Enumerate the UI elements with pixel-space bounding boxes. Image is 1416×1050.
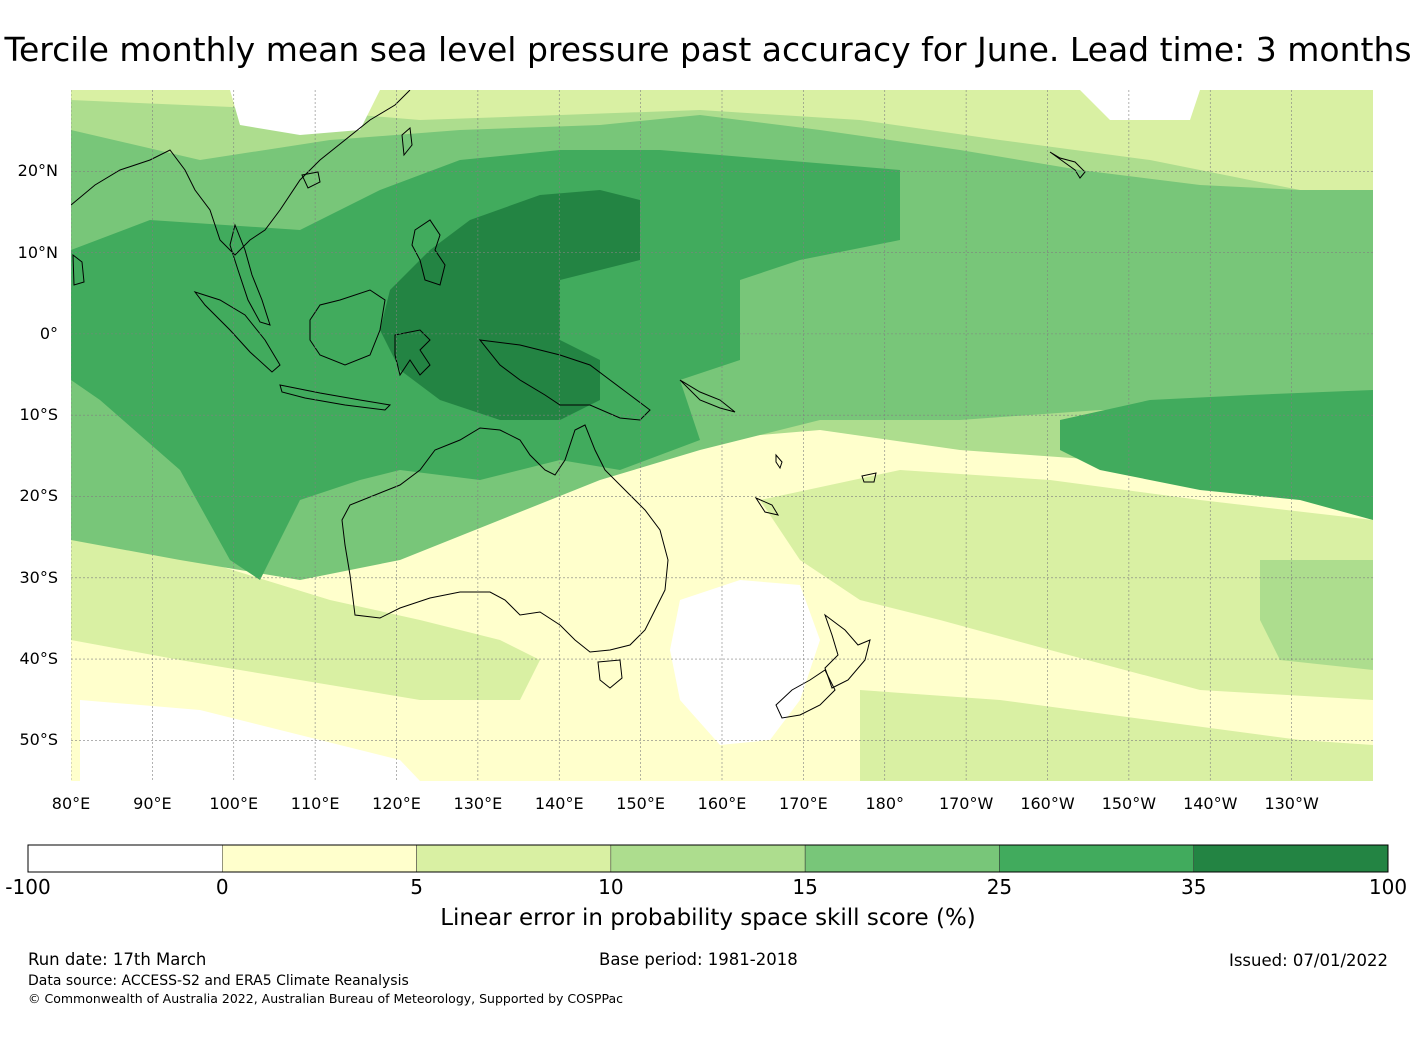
lon-label: 150°W (1101, 794, 1157, 813)
colorbar-segment (27, 844, 223, 873)
gridlines (71, 90, 1373, 781)
lon-label: 150°E (616, 794, 665, 813)
sumatra-coastline (193, 291, 281, 373)
lon-label: 130°E (453, 794, 503, 813)
colorbar-segment (222, 844, 417, 873)
vanuatu-coastline (775, 453, 783, 470)
field-region-25-35-east (1060, 390, 1373, 520)
new-caledonia-coastline (754, 496, 780, 516)
new-zealand-north-coastline (823, 613, 871, 689)
colorbar-label: Linear error in probability space skill … (440, 905, 976, 931)
solomon-islands-coastline (679, 379, 736, 413)
lat-label: 50°S (19, 730, 58, 750)
colorbar-tick-label: 25 (986, 875, 1013, 899)
field-region-negative-tasman (670, 580, 820, 745)
colorbar-segment (416, 844, 612, 873)
new-guinea-coastline (478, 339, 651, 421)
field-region-negative-southwest (80, 700, 420, 781)
field-region-south-pacific (760, 470, 1373, 700)
lat-label: 40°S (19, 649, 58, 669)
data-source: Data source: ACCESS-S2 and ERA5 Climate … (28, 973, 409, 989)
lon-label: 120°E (372, 794, 421, 813)
colorbar-tick-label: 5 (410, 875, 423, 899)
sri-lanka-coastline (72, 253, 85, 286)
field-region-east-patch (1260, 560, 1373, 670)
borneo-coastline (309, 289, 386, 366)
lon-label: 160°E (697, 794, 747, 813)
colorbar-segment (1193, 844, 1389, 873)
colorbar-segment (804, 844, 1000, 873)
issued-date: Issued: 07/01/2022 (1228, 951, 1388, 970)
lat-label: 10°N (17, 242, 58, 262)
colorbar-tick-label: 10 (598, 875, 624, 899)
colorbar-tick-label: 35 (1180, 875, 1207, 899)
field-region-35-100 (380, 190, 640, 420)
lat-label: 30°S (19, 567, 58, 587)
colorbar-tick-label: -100 (5, 875, 51, 899)
lon-label: 140°E (534, 794, 584, 813)
malay-peninsula-coastline (229, 223, 271, 326)
lon-label: 170°E (779, 794, 828, 813)
field-region-negative-northeast (1080, 90, 1200, 120)
lon-label: 80°E (51, 794, 91, 813)
lon-label: 90°E (133, 794, 172, 813)
field-region-southern-strip-2 (860, 690, 1373, 781)
colorbar-tick-label: 0 (215, 875, 229, 899)
field-region-negative-northwest (230, 90, 380, 135)
lat-label: 0° (39, 323, 58, 343)
australia-coastline (341, 424, 669, 653)
field-region-southern-strip-1 (71, 530, 540, 700)
run-date: Run date: 17th March (28, 950, 207, 969)
hawaii-coastline (1049, 151, 1086, 179)
fiji-coastline (861, 472, 877, 483)
copyright: © Commonwealth of Australia 2022, Austra… (28, 991, 623, 1006)
java-coastline (279, 384, 392, 411)
colorbar-segment (610, 844, 806, 873)
colorbar (27, 844, 1389, 873)
taiwan-coastline (401, 126, 413, 157)
lon-label: 160°W (1020, 794, 1075, 813)
colorbar-segment (999, 844, 1194, 873)
tasmania-coastline (597, 659, 623, 689)
colorbar-frame (27, 844, 1389, 873)
sulawesi-coastline (394, 329, 431, 377)
colorbar-tick-label: 100 (1368, 875, 1408, 899)
lon-label: 170°W (938, 794, 994, 813)
hainan-coastline (301, 171, 321, 189)
lon-label: 100°E (209, 794, 259, 813)
new-zealand-south-coastline (775, 669, 836, 719)
colorbar-tick-label: 15 (792, 875, 818, 899)
lon-label: 110°E (290, 794, 340, 813)
lat-label: 20°S (19, 486, 58, 506)
mainland-asia-coastline (71, 90, 411, 256)
lon-label: 140°W (1183, 794, 1238, 813)
lat-label: 20°N (17, 161, 58, 181)
lon-label: 130°W (1264, 794, 1319, 813)
lat-label: 10°S (19, 405, 58, 425)
base-period: Base period: 1981-2018 (599, 950, 798, 969)
map-title: Tercile monthly mean sea level pressure … (4, 30, 1412, 69)
coastlines (71, 90, 1086, 719)
lon-label: 180° (865, 794, 905, 813)
